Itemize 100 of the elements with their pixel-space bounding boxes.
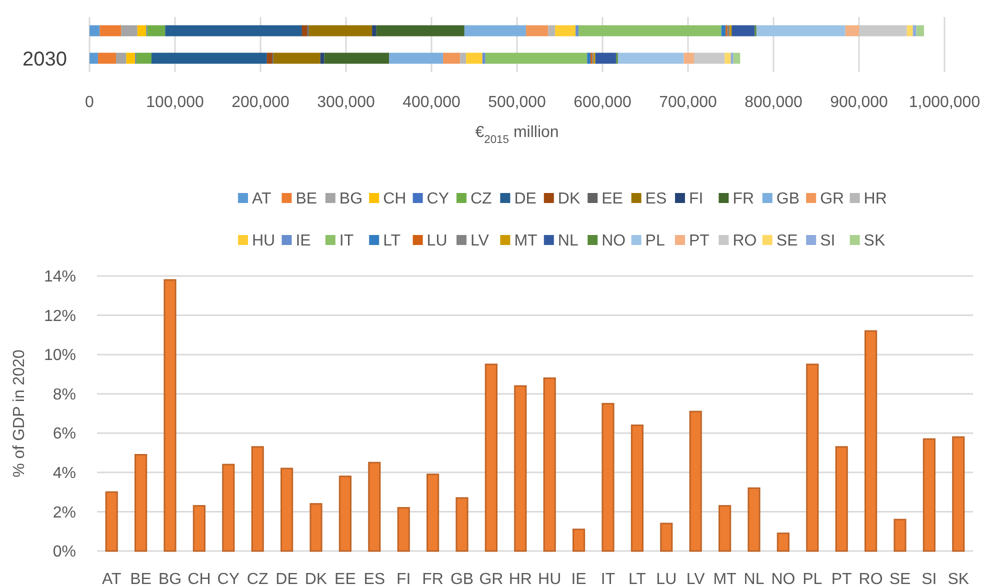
- bar: [484, 364, 498, 552]
- bar: [397, 507, 410, 552]
- bar: [845, 25, 859, 36]
- legend-label: AT: [252, 190, 272, 208]
- bar: [485, 52, 588, 64]
- legend-label: GR: [820, 190, 844, 208]
- x-tick-label: 500,000: [488, 94, 546, 111]
- legend-label: BG: [339, 190, 363, 208]
- bar: [733, 52, 740, 64]
- x-tick-label: FR: [422, 571, 444, 587]
- legend-label: DE: [514, 190, 536, 208]
- legend-label: NO: [602, 232, 626, 250]
- bar: [192, 505, 206, 552]
- legend-label: MT: [514, 232, 538, 250]
- bar: [916, 25, 924, 36]
- y-tick-label: 2030: [22, 48, 67, 70]
- legend-label: PL: [645, 232, 665, 250]
- x-axis-title: €$_{2015}$ million: [475, 124, 559, 146]
- x-tick-label: AT: [102, 571, 122, 587]
- legend-label: ES: [645, 190, 667, 208]
- bar: [906, 25, 913, 36]
- legend-label: SK: [864, 232, 886, 250]
- bar: [426, 474, 440, 552]
- bar: [121, 25, 138, 36]
- bar: [116, 52, 126, 64]
- bar: [137, 25, 146, 36]
- x-tick-label: LV: [686, 571, 706, 587]
- bar: [164, 279, 176, 552]
- x-tick-label: BE: [130, 571, 152, 587]
- legend-label: BE: [296, 190, 318, 208]
- bar: [376, 25, 464, 36]
- x-tick-label: HR: [508, 571, 532, 587]
- bar: [266, 52, 272, 64]
- x-tick-label: 400,000: [402, 94, 461, 111]
- y-tick-label: 2%: [52, 504, 76, 522]
- legend-label: HU: [252, 232, 276, 250]
- legend-label: HR: [864, 190, 887, 208]
- legend-label: GB: [776, 190, 800, 208]
- bar: [660, 522, 673, 552]
- x-tick-label: FI: [396, 571, 411, 587]
- bar: [572, 528, 586, 552]
- bar: [126, 52, 136, 64]
- bar: [389, 52, 444, 64]
- x-tick-label: 800,000: [744, 94, 803, 111]
- bar: [684, 52, 694, 64]
- bar: [548, 25, 556, 36]
- x-tick-label: SK: [948, 571, 970, 587]
- bar: [482, 52, 486, 64]
- bar: [308, 25, 372, 36]
- bar: [443, 52, 460, 64]
- x-tick-label: CH: [188, 571, 211, 587]
- x-tick-label: SI: [922, 571, 937, 587]
- bar: [310, 503, 322, 552]
- x-tick-label: GR: [479, 571, 504, 587]
- x-tick-label: BG: [158, 571, 182, 587]
- x-tick-label: PT: [831, 571, 852, 587]
- bar: [894, 518, 906, 552]
- bar: [466, 52, 482, 64]
- x-tick-label: NL: [744, 571, 764, 587]
- bar: [730, 52, 734, 64]
- y-tick-label: 6%: [52, 426, 76, 443]
- bar: [338, 476, 352, 552]
- x-tick-label: CY: [217, 571, 240, 587]
- bar: [859, 25, 907, 36]
- legend-label: CY: [426, 190, 450, 208]
- bar: [630, 424, 644, 552]
- bar: [729, 25, 732, 36]
- bar: [952, 436, 965, 552]
- x-tick-label: HU: [538, 571, 562, 587]
- x-tick-label: 900,000: [830, 94, 888, 111]
- bar: [689, 410, 702, 552]
- bar: [587, 52, 591, 64]
- bar: [922, 438, 936, 552]
- bar: [280, 468, 294, 552]
- x-tick-label: 100,000: [146, 94, 204, 111]
- bar: [251, 446, 264, 552]
- x-tick-label: LU: [656, 571, 677, 587]
- legend-label: LT: [383, 232, 401, 250]
- legend-label: RO: [732, 232, 757, 250]
- legend-label: NL: [558, 232, 578, 250]
- bar: [273, 52, 320, 64]
- x-tick-label: NO: [771, 571, 796, 587]
- bar: [90, 52, 98, 64]
- bar: [147, 25, 166, 36]
- x-tick-label: 600,000: [574, 94, 632, 111]
- x-tick-label: 1,000,000: [908, 94, 980, 111]
- bar: [806, 364, 819, 552]
- x-tick-label: DE: [276, 571, 298, 587]
- bar: [732, 25, 755, 36]
- x-tick-label: 200,000: [232, 94, 290, 111]
- y-tick-label: 0%: [52, 544, 76, 561]
- x-tick-label: 300,000: [317, 94, 376, 111]
- bar: [136, 52, 152, 64]
- bar: [460, 52, 466, 64]
- x-tick-label: LT: [628, 571, 646, 587]
- bar: [555, 25, 576, 36]
- legend-label: IE: [296, 232, 311, 250]
- bar: [835, 446, 848, 552]
- bar: [134, 454, 148, 552]
- x-tick-label: IT: [600, 571, 616, 587]
